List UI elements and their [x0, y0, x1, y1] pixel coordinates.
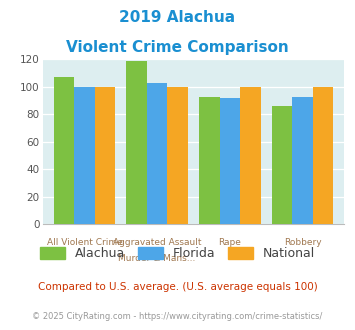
Bar — [54, 77, 74, 224]
Bar — [240, 87, 261, 224]
Bar — [272, 106, 292, 224]
Text: All Violent Crime: All Violent Crime — [47, 238, 122, 247]
Text: 2019 Alachua: 2019 Alachua — [119, 10, 236, 25]
Bar — [313, 87, 333, 224]
Text: © 2025 CityRating.com - https://www.cityrating.com/crime-statistics/: © 2025 CityRating.com - https://www.city… — [32, 312, 323, 321]
Bar — [168, 87, 188, 224]
Legend: Alachua, Florida, National: Alachua, Florida, National — [35, 242, 320, 265]
Text: Robbery: Robbery — [284, 238, 321, 247]
Text: Aggravated Assault: Aggravated Assault — [113, 238, 201, 247]
Text: Rape: Rape — [218, 238, 241, 247]
Text: Murder & Mans...: Murder & Mans... — [119, 254, 196, 263]
Bar — [126, 61, 147, 224]
Text: Violent Crime Comparison: Violent Crime Comparison — [66, 40, 289, 54]
Text: Compared to U.S. average. (U.S. average equals 100): Compared to U.S. average. (U.S. average … — [38, 282, 317, 292]
Bar — [219, 98, 240, 224]
Bar — [292, 96, 313, 224]
Bar — [147, 83, 168, 224]
Bar — [199, 96, 219, 224]
Bar — [74, 87, 95, 224]
Bar — [95, 87, 115, 224]
